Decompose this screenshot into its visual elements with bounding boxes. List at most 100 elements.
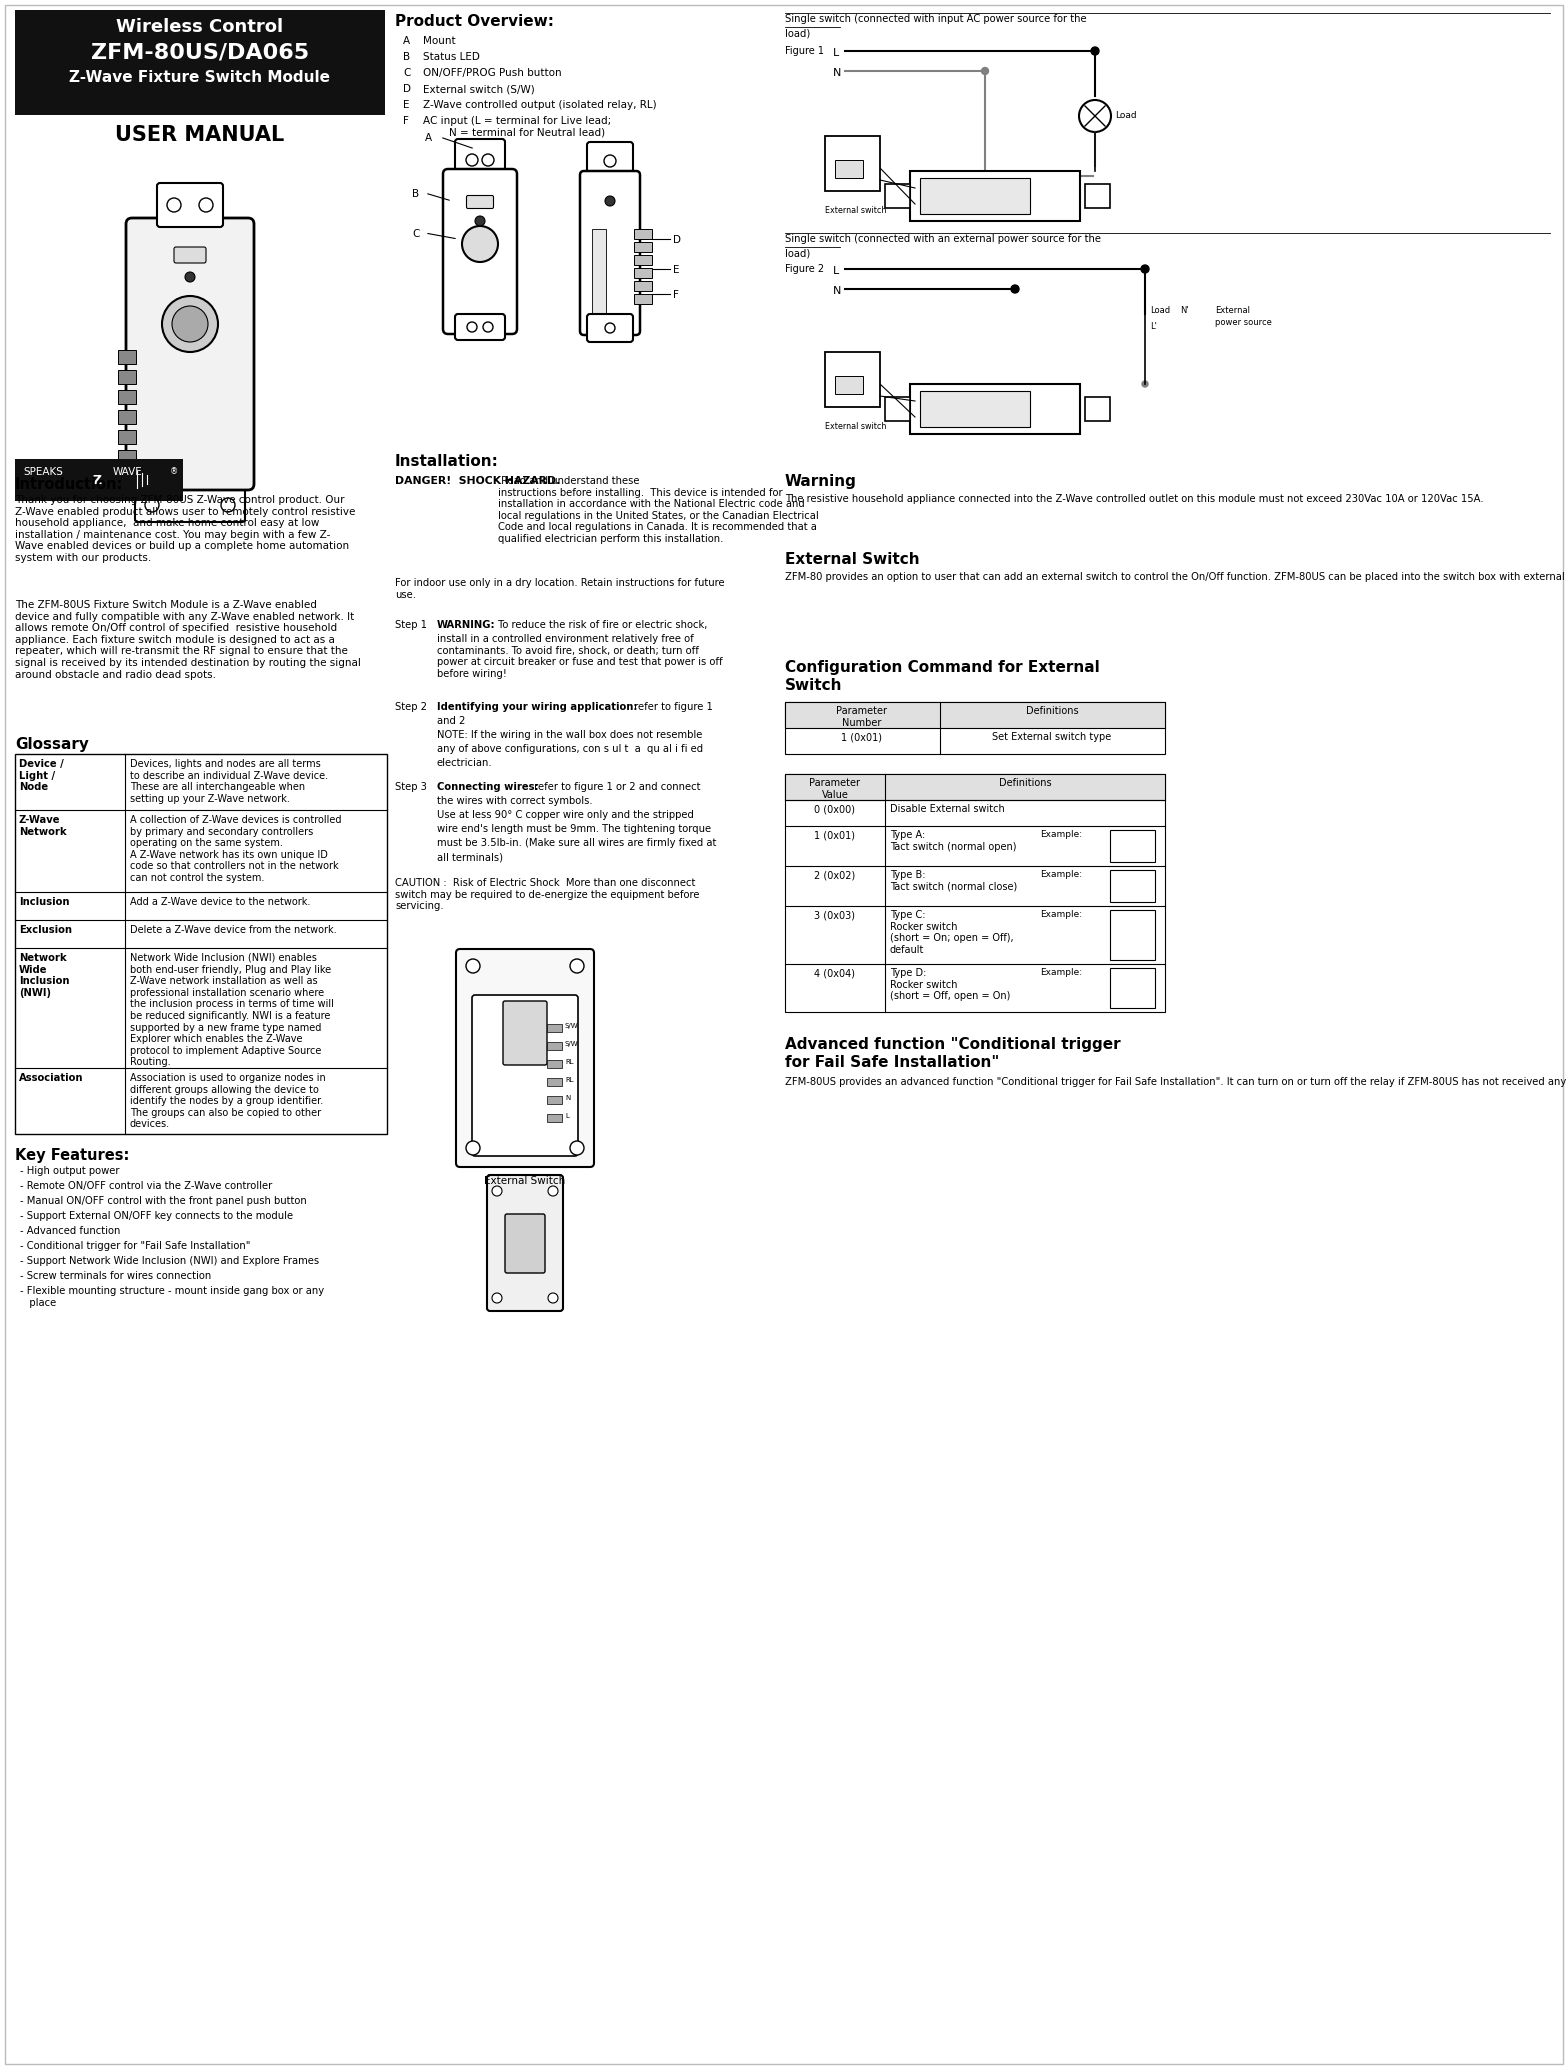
- Circle shape: [571, 960, 583, 972]
- Text: Mount: Mount: [423, 35, 456, 46]
- Circle shape: [605, 197, 615, 207]
- Text: N: N: [833, 286, 842, 296]
- Text: L: L: [833, 48, 839, 58]
- Text: The resistive household appliance connected into the Z-Wave controlled outlet on: The resistive household appliance connec…: [786, 494, 1483, 505]
- FancyBboxPatch shape: [125, 217, 254, 490]
- Circle shape: [492, 1186, 502, 1196]
- Text: N: N: [564, 1095, 571, 1101]
- Circle shape: [492, 1293, 502, 1303]
- Text: 1 (0x01): 1 (0x01): [842, 732, 883, 743]
- Text: - Support Network Wide Inclusion (NWI) and Explore Frames: - Support Network Wide Inclusion (NWI) a…: [20, 1256, 320, 1266]
- Bar: [118, 449, 136, 463]
- Text: N: N: [833, 68, 842, 79]
- FancyBboxPatch shape: [586, 314, 633, 341]
- Text: DANGER!  SHOCK HAZARD.: DANGER! SHOCK HAZARD.: [395, 476, 560, 486]
- Circle shape: [605, 323, 615, 333]
- Bar: [633, 269, 652, 277]
- Text: Identifying your wiring application:: Identifying your wiring application:: [437, 701, 638, 712]
- Text: for Fail Safe Installation": for Fail Safe Installation": [786, 1055, 999, 1070]
- Circle shape: [466, 153, 478, 166]
- Text: D: D: [403, 85, 411, 93]
- Bar: [786, 701, 1165, 753]
- Circle shape: [1142, 265, 1149, 273]
- Circle shape: [604, 155, 616, 168]
- Bar: [16, 753, 387, 1134]
- Text: Introduction:: Introduction:: [16, 478, 124, 492]
- Text: Use at less 90° C copper wire only and the stripped: Use at less 90° C copper wire only and t…: [437, 809, 695, 819]
- Text: Devices, lights and nodes are all terms
to describe an individual Z-Wave device.: Devices, lights and nodes are all terms …: [130, 759, 328, 803]
- Text: External Switch: External Switch: [485, 1175, 566, 1186]
- Text: N': N': [1181, 306, 1189, 314]
- Text: Device /
Light /
Node: Device / Light / Node: [19, 759, 64, 792]
- Bar: [920, 391, 1030, 426]
- Circle shape: [982, 68, 988, 74]
- Bar: [786, 774, 1165, 1012]
- Bar: [909, 385, 1080, 434]
- Bar: [825, 352, 880, 408]
- Circle shape: [221, 499, 235, 511]
- Text: RL: RL: [564, 1059, 574, 1066]
- Text: L: L: [833, 267, 839, 275]
- Text: refer to figure 1 or 2 and connect: refer to figure 1 or 2 and connect: [532, 782, 701, 792]
- FancyBboxPatch shape: [586, 143, 633, 180]
- Text: F: F: [673, 290, 679, 300]
- Text: Glossary: Glossary: [16, 737, 89, 751]
- Bar: [836, 159, 862, 178]
- Circle shape: [1142, 381, 1148, 387]
- Text: L: L: [564, 1113, 569, 1119]
- Circle shape: [1091, 190, 1102, 203]
- Text: Switch: Switch: [786, 679, 842, 693]
- Text: Connecting wires:: Connecting wires:: [437, 782, 539, 792]
- Bar: [633, 230, 652, 240]
- Text: ZFM-80US/DA065: ZFM-80US/DA065: [91, 41, 309, 62]
- Text: Installation:: Installation:: [395, 453, 499, 470]
- Bar: [16, 459, 183, 501]
- Text: Definitions: Definitions: [1025, 706, 1079, 716]
- Circle shape: [571, 1140, 583, 1155]
- Text: and 2: and 2: [437, 716, 466, 726]
- Bar: [118, 350, 136, 364]
- Text: For indoor use only in a dry location. Retain instructions for future
use.: For indoor use only in a dry location. R…: [395, 577, 724, 600]
- Bar: [786, 701, 1165, 728]
- Text: - Support External ON/OFF key connects to the module: - Support External ON/OFF key connects t…: [20, 1210, 293, 1221]
- Bar: [836, 377, 862, 393]
- Text: C: C: [412, 230, 419, 240]
- Circle shape: [891, 190, 903, 203]
- Text: 4 (0x04): 4 (0x04): [814, 968, 856, 979]
- Text: D: D: [673, 236, 681, 244]
- Text: Single switch (connected with input AC power source for the: Single switch (connected with input AC p…: [786, 14, 1087, 25]
- Text: Z-Wave Fixture Switch Module: Z-Wave Fixture Switch Module: [69, 70, 331, 85]
- Text: Step 1: Step 1: [395, 621, 426, 629]
- Circle shape: [466, 1140, 480, 1155]
- Text: Association is used to organize nodes in
different groups allowing the device to: Association is used to organize nodes in…: [130, 1074, 326, 1130]
- FancyBboxPatch shape: [455, 314, 505, 339]
- Circle shape: [168, 199, 180, 211]
- Text: Example:: Example:: [1040, 830, 1082, 840]
- Text: 1 (0x01): 1 (0x01): [814, 830, 856, 840]
- Text: AC input (L = terminal for Live lead;
        N = terminal for Neutral lead): AC input (L = terminal for Live lead; N …: [423, 116, 612, 139]
- Circle shape: [172, 306, 209, 341]
- Text: Product Overview:: Product Overview:: [395, 14, 554, 29]
- Text: Thank you for choosing ZFM-80US Z-Wave control product. Our
Z-Wave enabled produ: Thank you for choosing ZFM-80US Z-Wave c…: [16, 494, 356, 563]
- Text: Parameter
Value: Parameter Value: [809, 778, 861, 799]
- Text: Status LED: Status LED: [423, 52, 480, 62]
- Text: WARNING:: WARNING:: [437, 621, 495, 629]
- Bar: [884, 184, 909, 209]
- Text: Type A:
Tact switch (normal open): Type A: Tact switch (normal open): [891, 830, 1016, 852]
- Circle shape: [162, 296, 218, 352]
- Text: ZFM-80US provides an advanced function "Conditional trigger for Fail Safe Instal: ZFM-80US provides an advanced function "…: [786, 1078, 1568, 1086]
- Text: Key Features:: Key Features:: [16, 1148, 130, 1163]
- Bar: [825, 137, 880, 190]
- Text: Inclusion: Inclusion: [19, 898, 69, 906]
- Circle shape: [547, 1293, 558, 1303]
- Bar: [118, 410, 136, 424]
- Circle shape: [1079, 99, 1112, 132]
- Bar: [909, 172, 1080, 221]
- Text: Advanced function "Conditional trigger: Advanced function "Conditional trigger: [786, 1037, 1121, 1051]
- Text: any of above configurations, con s ul t  a  qu al i fi ed: any of above configurations, con s ul t …: [437, 745, 702, 753]
- Bar: [118, 370, 136, 385]
- Bar: [118, 389, 136, 403]
- Text: L': L': [1149, 323, 1157, 331]
- Circle shape: [85, 468, 110, 492]
- FancyBboxPatch shape: [456, 950, 594, 1167]
